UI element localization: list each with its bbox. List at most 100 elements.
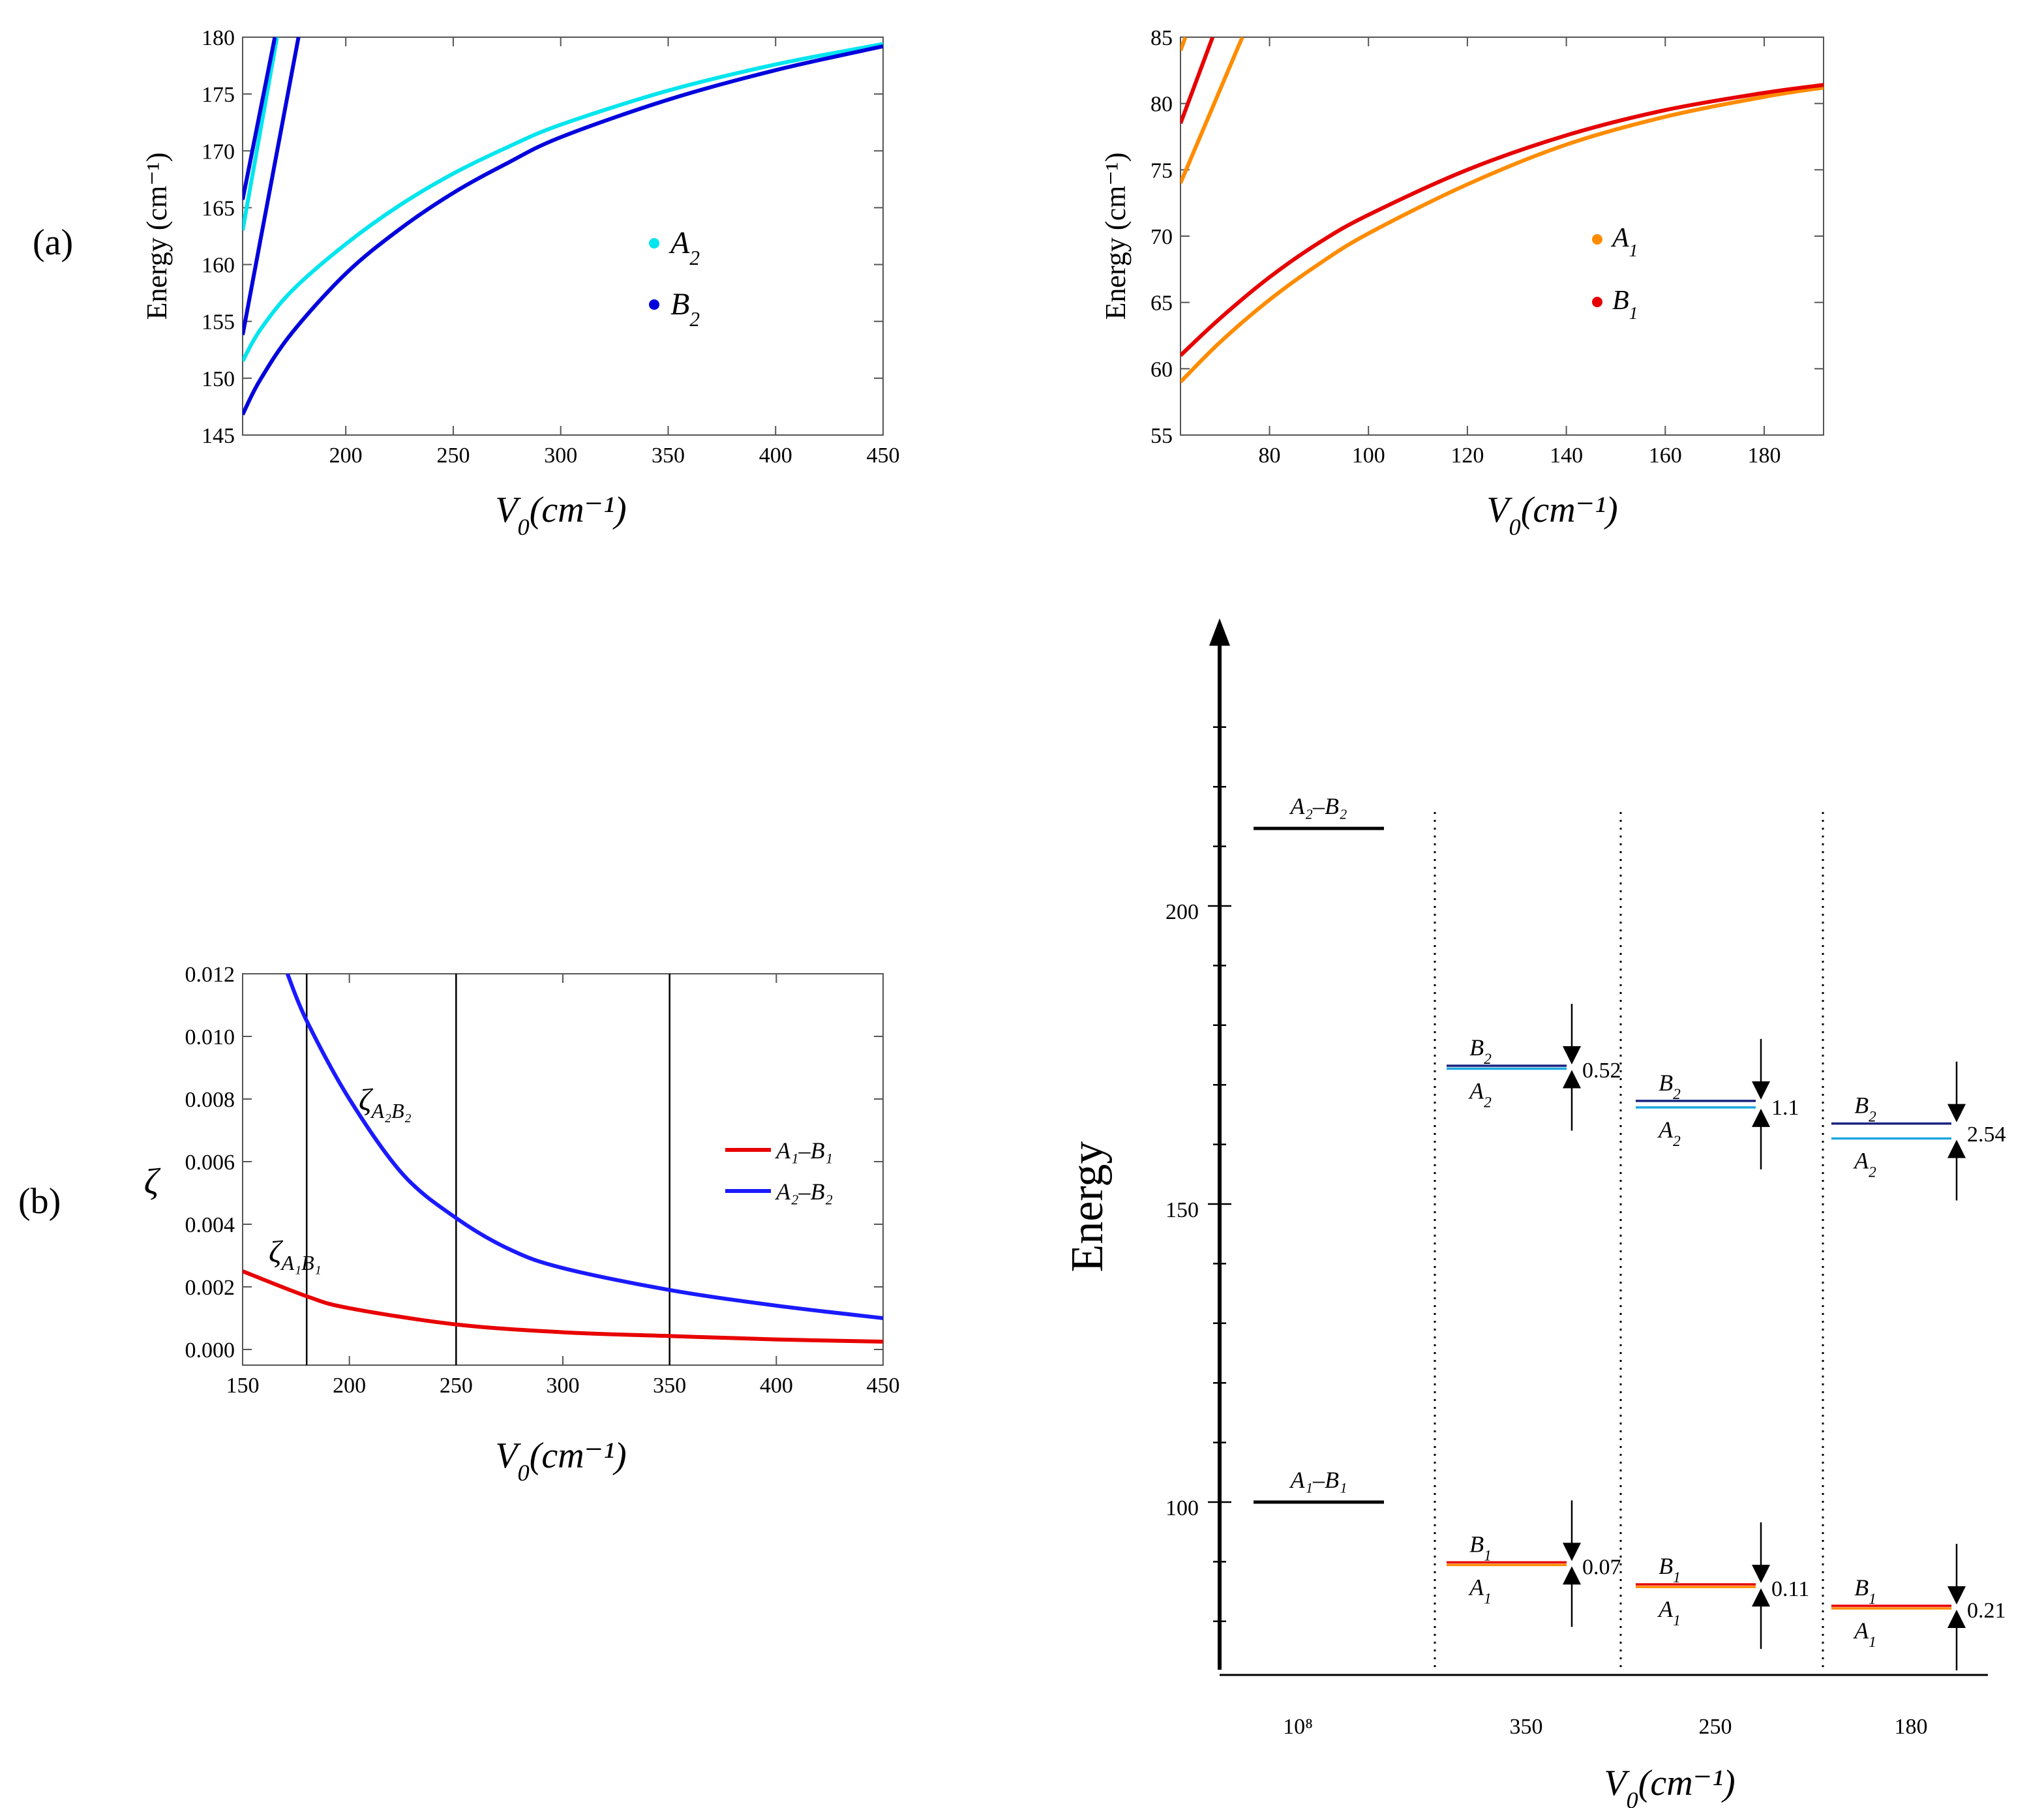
legend-label-A2: A2 [669,226,700,269]
y-tick-label: 170 [202,140,235,164]
y-tick-label: 0.012 [185,963,235,987]
arrow-up-head-0 [1563,1070,1581,1089]
x-tick-label: 150 [226,1374,260,1398]
level-lower-label-1: A2 [1657,1117,1681,1150]
legend-marker-B2 [649,299,659,310]
arrow-up-head-4 [1752,1588,1770,1607]
series-line-A1-0 [1180,85,1824,384]
arrow-down-head-4 [1752,1565,1770,1584]
y-tick-label: 0.004 [185,1213,235,1237]
level-lower-label-2: A2 [1853,1147,1876,1181]
splitting-value-2: 2.54 [1967,1122,2006,1147]
x-tick-label: 300 [547,1374,580,1398]
y-axis-label: Energy [1062,1141,1113,1273]
arrow-down-head-0 [1563,1046,1581,1064]
y-tick-label: 155 [202,310,235,335]
x-tick-label: 250 [440,1374,473,1398]
y-tick-label: 160 [202,254,235,278]
y-axis-label: ζ [144,1162,161,1202]
splitting-value-4: 0.11 [1771,1577,1809,1601]
y-tick-label: 200 [1165,900,1199,924]
x-axis-label: V0(cm⁻¹) [1486,490,1617,540]
level-lower-label-4: A1 [1657,1596,1681,1629]
x-tick-label: 120 [1450,444,1484,468]
x-tick-label: 350 [652,444,685,468]
x-tick-label: 400 [759,444,792,468]
series-line-A2-2 [243,37,279,231]
level-upper-label-3: B1 [1469,1531,1492,1564]
y-axis-label: Energy (cm⁻¹) [1100,153,1132,320]
y-tick-label: 0.010 [185,1025,235,1049]
x-tick-label: 140 [1550,444,1583,468]
x-tick-label: 200 [333,1374,366,1398]
series-line-A2B2-1 [285,974,883,1320]
series-line-B2-3 [243,37,277,200]
y-tick-label: 175 [202,83,235,107]
x-tick-label: 250 [436,444,470,468]
x-tick-label: 400 [760,1374,793,1398]
arrow-down-head-1 [1752,1081,1770,1100]
x-tick-label: 350 [653,1374,686,1398]
y-tick-label: 0.008 [185,1088,235,1112]
y-tick-label: 65 [1150,292,1173,316]
series-line-A1B1-0 [243,1269,883,1344]
series-line-B2-4 [243,37,301,336]
column-label-250: 250 [1699,1715,1732,1739]
arrow-up-head-2 [1947,1139,1966,1158]
arrow-down-head-2 [1947,1104,1966,1122]
level-lower-label-3: A1 [1468,1574,1492,1607]
legend-label-B1: B1 [1612,286,1638,323]
y-tick-label: 75 [1150,158,1173,183]
y-tick-label: 85 [1150,26,1173,50]
splitting-value-1: 1.1 [1771,1096,1799,1120]
column-label-350: 350 [1510,1715,1543,1739]
y-axis-label: Energy (cm⁻¹) [141,153,173,320]
degenerate-level-label-0: A₂–B₂ [1289,793,1347,819]
panel-label-a: (a) [33,222,73,263]
x-tick-label: 100 [1352,444,1385,468]
y-tick-label: 70 [1150,225,1173,249]
series-line-A2-0 [243,42,883,363]
legend-label-B2: B2 [670,287,700,331]
x-tick-label: 180 [1747,444,1781,468]
plot-frame [242,37,884,436]
y-tick-label: 60 [1150,357,1173,382]
series-line-A1-2 [1180,37,1244,184]
y-tick-label: 180 [202,26,235,50]
x-tick-label: 300 [544,444,577,468]
legend-marker-A2 [649,238,659,249]
splitting-value-5: 0.21 [1967,1599,2006,1623]
splitting-value-3: 0.07 [1582,1555,1621,1579]
series-line-A1-3 [1180,37,1188,52]
chart-a-energy-a2-b2: 200 250 300 350 400 450 145 150 155 160 165 170 175 1… [141,26,900,540]
column-label-180: 180 [1895,1715,1928,1739]
level-upper-label-2: B2 [1854,1092,1876,1126]
x-tick-label: 450 [867,1374,900,1398]
y-tick-label: 165 [202,196,235,220]
column-label-10⁸: 10⁸ [1283,1715,1313,1739]
series-line-B1-1 [1180,83,1824,357]
arrow-up-head-1 [1752,1108,1770,1127]
y-tick-label: 150 [202,367,235,391]
annotation-zeta-a1b1: ζA₁B₁ [269,1235,322,1274]
chart-b-zeta: 150 200 250 300 350 400 450 0.000 0.002 0.004 0.00… [144,963,900,1486]
legend-marker-A1 [1592,234,1602,245]
y-axis-arrow [1209,618,1230,646]
y-tick-label: 0.000 [185,1338,235,1363]
y-tick-label: 100 [1165,1496,1199,1520]
level-lower-label-5: A1 [1853,1618,1876,1651]
x-tick-label: 200 [329,444,363,468]
series-line-B1-4 [1180,37,1215,125]
level-upper-label-4: B1 [1659,1553,1681,1586]
degenerate-level-label-1: A₁–B₁ [1289,1467,1347,1493]
arrow-down-head-5 [1947,1586,1966,1605]
y-tick-label: 55 [1150,424,1173,448]
panel-label-b: (b) [18,1181,61,1222]
x-axis-label: V0(cm⁻¹) [1604,1763,1735,1808]
level-upper-label-1: B2 [1659,1070,1681,1103]
series-group [243,37,883,415]
y-tick-label: 0.006 [185,1151,235,1175]
chart-b-level-diagram: 100 150 200 Energy 10⁸ 350 250 180 V0(cm⁻¹) A₂–B₂… [1062,618,2006,1808]
splitting-value-0: 0.52 [1582,1059,1621,1083]
